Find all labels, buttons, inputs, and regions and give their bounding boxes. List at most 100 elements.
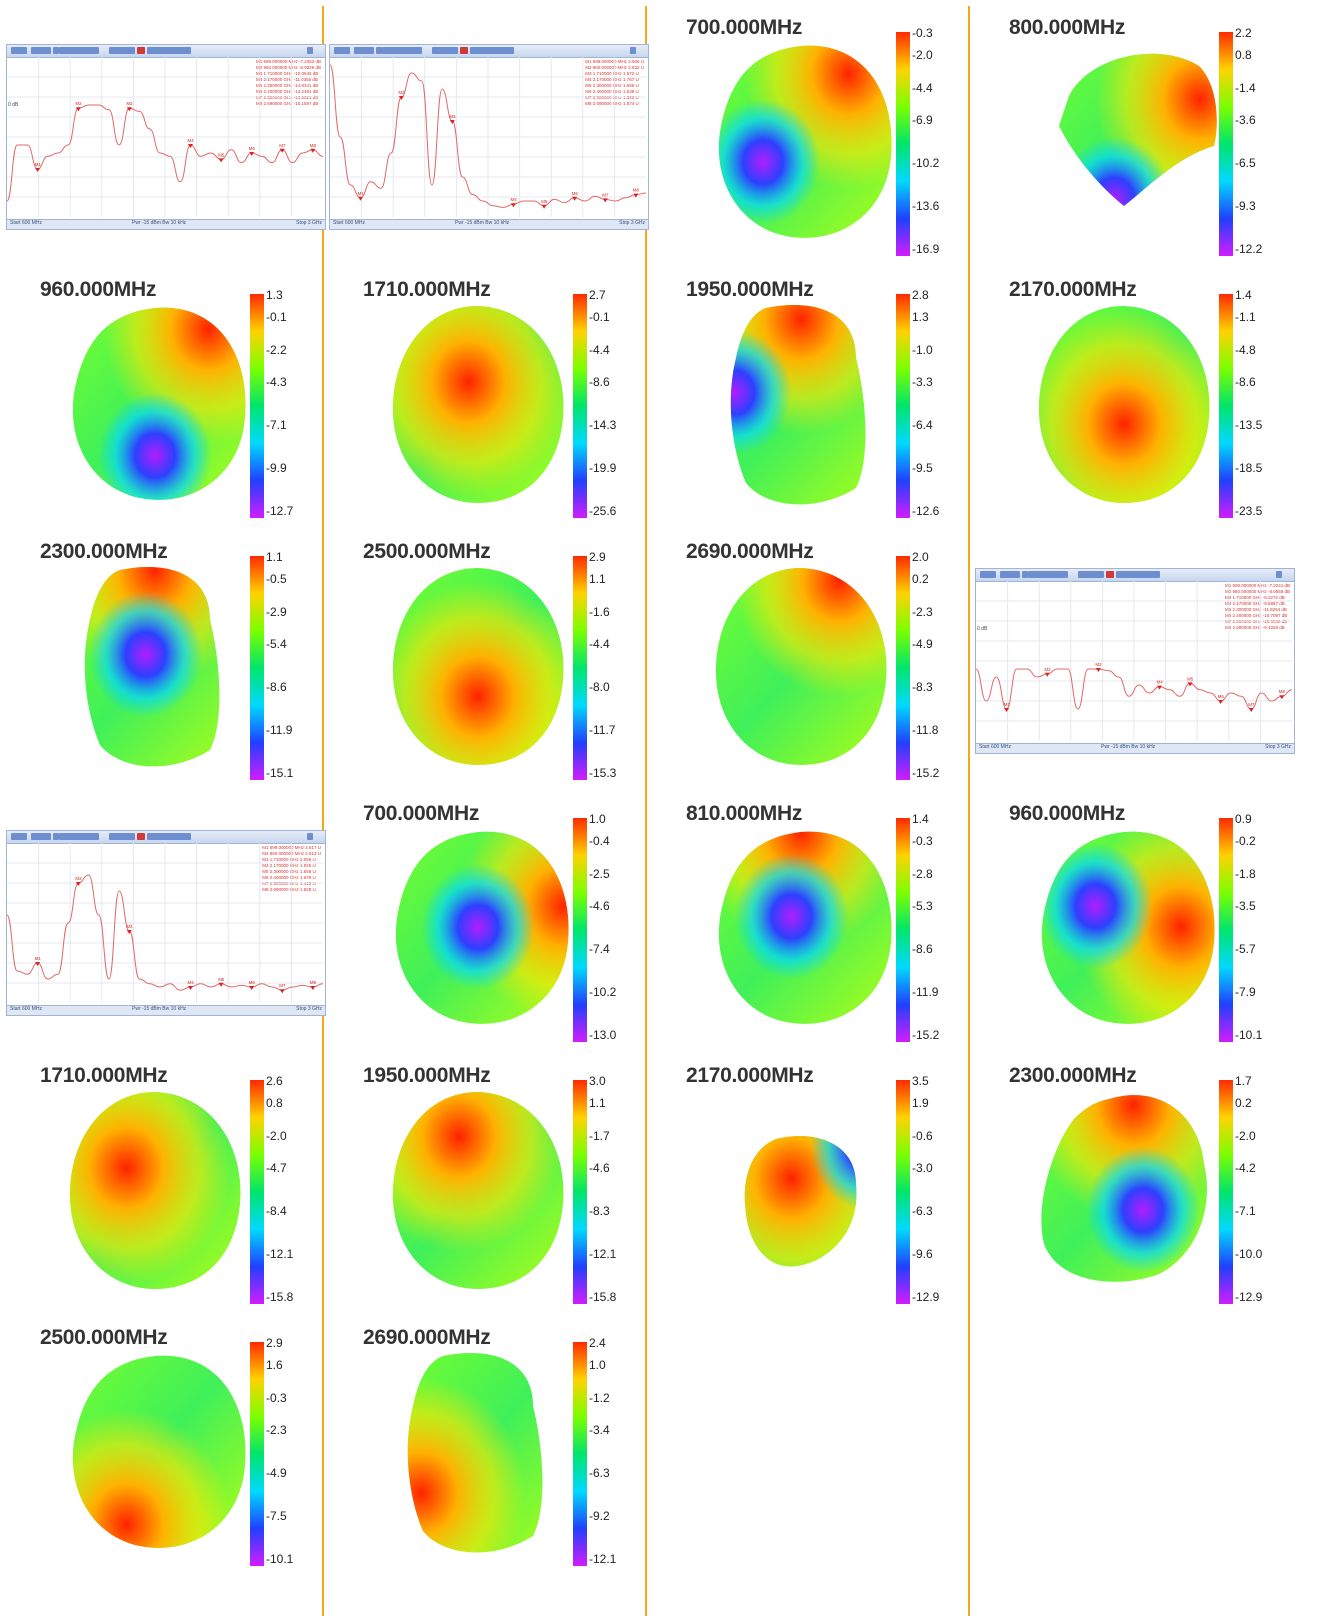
toolbar-tab — [1028, 571, 1068, 578]
marker-label: M6 — [249, 146, 256, 151]
radiation-pattern-blob — [1059, 53, 1217, 207]
colorbar — [573, 1080, 587, 1304]
colorbar-tick-label: -9.5 — [912, 461, 933, 475]
marker-triangle — [218, 158, 224, 163]
marker-row: M3 1.710000 GHz -8.2272 dB — [1224, 595, 1285, 600]
colorbar-tick-label: 0.2 — [1235, 1096, 1252, 1110]
frequency-label: 960.000MHz — [40, 278, 157, 301]
marker-label: M8 — [310, 980, 317, 985]
colorbar-tick-label: -18.5 — [1235, 461, 1263, 475]
toolbar-tab — [53, 47, 59, 54]
colorbar-tick-label: 1.9 — [912, 1096, 929, 1110]
colorbar-tick-label: -3.0 — [912, 1161, 933, 1175]
toolbar-tab — [307, 833, 313, 840]
colorbar-tick-label: -1.6 — [589, 605, 610, 619]
colorbar-tick-label: -0.2 — [1235, 834, 1256, 848]
colorbar-tick-label: -19.9 — [589, 461, 617, 475]
marker-label: M4 — [510, 197, 517, 202]
marker-label: M4 — [1156, 680, 1163, 685]
marker-label: M8 — [310, 143, 317, 148]
marker-row: M8 2.690000 GHz -9.4258 dB — [1224, 625, 1285, 630]
marker-triangle — [126, 107, 132, 112]
colorbar-tick-label: 3.0 — [589, 1074, 606, 1088]
marker-triangle — [1004, 708, 1010, 712]
marker-label: M7 — [602, 192, 609, 197]
colorbar-tick-label: 2.4 — [589, 1336, 606, 1350]
colorbar-tick-label: -9.6 — [912, 1247, 933, 1261]
radiation-pattern-blob — [1038, 306, 1210, 503]
radiation-pattern-panel: 2690.000MHz 2.4 1.0 -1.2 -3.4 -6.3 -9.2 -12.1 — [323, 1316, 653, 1586]
marker-label: M6 — [1218, 694, 1225, 699]
marker-triangle — [398, 96, 404, 100]
radiation-pattern-panel: 700.000MHz 1.0 -0.4 -2.5 -4.6 -7.4 -10.2 -13.0 — [323, 792, 653, 1062]
marker-triangle — [310, 148, 316, 153]
s11-plot-panel: M1 699.000000 MHz 2.506 U M2 960.000000 M… — [323, 6, 653, 276]
marker-row: M4 2.170000 GHz -11.0356 dB — [255, 77, 318, 82]
colorbar-tick-label: -4.2 — [1235, 1161, 1256, 1175]
colorbar-tick-label: -12.1 — [589, 1247, 617, 1261]
marker-row: M5 2.300000 GHz -14.8341 dB — [255, 83, 319, 88]
colorbar-tick-label: -11.9 — [912, 985, 939, 999]
marker-triangle — [1279, 695, 1285, 700]
marker-triangle — [126, 930, 132, 934]
colorbar-tick-label: -1.4 — [1235, 81, 1256, 95]
marker-triangle — [187, 986, 193, 990]
colorbar-tick-label: -15.3 — [589, 766, 617, 780]
marker-row: M2 960.000000 MHz -6.9326 dB — [255, 65, 321, 70]
sweep-settings: Pwr -15 dBm Bw 10 kHz — [132, 220, 187, 226]
colorbar-tick-label: 0.8 — [266, 1096, 283, 1110]
colorbar-tick-label: -0.1 — [266, 310, 287, 324]
colorbar — [573, 818, 587, 1042]
colorbar-tick-label: -4.6 — [589, 899, 610, 913]
radiation-pattern-panel: 2300.000MHz 1.1 -0.5 -2.9 -5.4 -8.6 -11.9 -15.… — [0, 530, 330, 800]
colorbar-tick-label: 1.4 — [912, 812, 929, 826]
radiation-pattern-panel: 2690.000MHz 2.0 0.2 -2.3 -4.9 -8.3 -11.8 -15.2 — [646, 530, 976, 800]
trace-line — [330, 64, 646, 208]
radiation-pattern-blob — [392, 568, 564, 765]
toolbar-tab — [31, 833, 51, 840]
marker-label: M5 — [541, 199, 548, 204]
radiation-pattern-blob — [1041, 1095, 1208, 1282]
sweep-settings: Pwr -15 dBm Bw 10 kHz — [1101, 744, 1156, 750]
marker-label: M5 — [1187, 676, 1194, 681]
toolbar-tab — [31, 47, 51, 54]
s11-plot-panel: 0 dB M1 699.000000 MHz -7.2241 dB M2 960.0… — [969, 530, 1299, 800]
marker-triangle — [1095, 668, 1101, 672]
marker-label: M4 — [187, 980, 194, 985]
colorbar-tick-label: -5.7 — [1235, 942, 1256, 956]
marker-triangle — [1187, 682, 1193, 687]
marker-row: M8 2.690000 GHz -15.1597 dB — [255, 101, 319, 106]
colorbar — [250, 1080, 264, 1304]
colorbar-tick-label: -2.3 — [912, 605, 933, 619]
marker-triangle — [358, 196, 364, 201]
colorbar-tick-label: -12.6 — [912, 504, 940, 518]
colorbar-tick-label: 2.2 — [1235, 26, 1252, 40]
colorbar-tick-label: -4.4 — [912, 81, 933, 95]
colorbar-tick-label: -2.9 — [266, 605, 287, 619]
colorbar-tick-label: -12.7 — [266, 504, 294, 518]
marker-row: M6 2.400000 GHz 1.679 U — [262, 875, 316, 880]
colorbar-tick-label: -0.3 — [912, 26, 933, 40]
colorbar-tick-label: -3.3 — [912, 375, 933, 389]
colorbar-tick-label: -15.2 — [912, 766, 940, 780]
marker-triangle — [541, 204, 547, 209]
colorbar-tick-label: -8.4 — [266, 1204, 287, 1218]
radiation-pattern-blob — [744, 1136, 857, 1267]
colorbar — [1219, 32, 1233, 256]
frequency-label: 700.000MHz — [363, 802, 480, 825]
marker-row: M4 2.170000 GHz -9.5867 dB — [1224, 601, 1285, 606]
radiation-pattern-panel: 2500.000MHz 2.9 1.1 -1.6 -4.4 -8.0 -11.7 -15.3 — [323, 530, 653, 800]
colorbar — [250, 556, 264, 780]
marker-label: M6 — [572, 191, 579, 196]
frequency-label: 2690.000MHz — [686, 540, 814, 563]
plot-toolbar — [330, 45, 648, 58]
colorbar — [1219, 818, 1233, 1042]
colorbar-tick-label: -7.4 — [589, 942, 610, 956]
radiation-pattern-blob — [718, 45, 892, 238]
colorbar-tick-label: -8.6 — [1235, 375, 1256, 389]
radiation-pattern-blob — [392, 1092, 564, 1289]
network-analyzer-plot: M1 699.000000 MHz 2.506 U M2 960.000000 M… — [329, 44, 649, 230]
marker-label: M7 — [1248, 702, 1255, 707]
marker-label: M8 — [1279, 689, 1286, 694]
colorbar-tick-label: -2.0 — [912, 48, 933, 62]
